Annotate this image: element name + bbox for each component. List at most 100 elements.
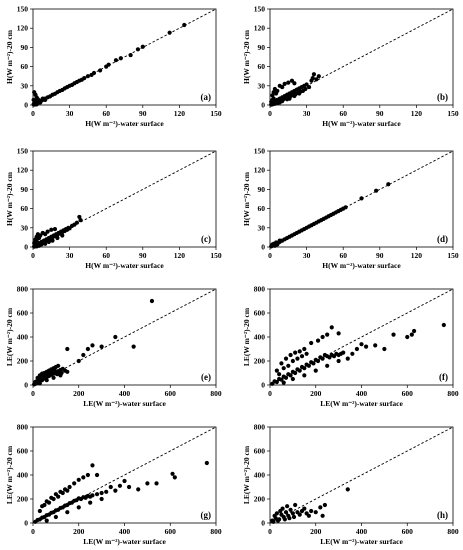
data-point (67, 484, 72, 490)
data-point (74, 220, 80, 225)
one-to-one-line (269, 426, 454, 524)
data-point (292, 81, 297, 86)
data-point (288, 373, 293, 378)
data-point (293, 370, 298, 376)
y-axis-label: LE(W m⁻²)-20 cm (242, 445, 251, 504)
data-point (82, 76, 87, 81)
data-point (306, 363, 311, 368)
data-point (99, 344, 104, 349)
data-point (363, 344, 369, 349)
data-point (77, 214, 82, 220)
data-point (320, 356, 325, 361)
y-tick-label: 60 (258, 204, 266, 213)
data-point (293, 350, 298, 355)
x-tick-label: 60 (102, 109, 110, 118)
data-point (126, 484, 132, 490)
x-tick-label: 90 (376, 251, 384, 260)
y-tick-label: 600 (17, 447, 29, 456)
y-tick-label: 150 (254, 147, 266, 156)
y-tick-label: 30 (21, 81, 29, 90)
data-point (33, 379, 38, 385)
data-point (309, 508, 314, 514)
y-tick-label: 0 (261, 101, 265, 110)
data-point (341, 350, 346, 355)
data-point (280, 506, 285, 511)
y-tick-label: 800 (17, 285, 29, 294)
data-point (290, 511, 295, 516)
data-point (287, 96, 292, 101)
data-point (118, 56, 123, 61)
y-tick-label: 400 (254, 471, 266, 480)
data-point (280, 84, 285, 90)
data-point (279, 361, 284, 366)
data-point (42, 502, 47, 508)
x-tick-label: 30 (66, 251, 74, 260)
x-tick-label: 200 (310, 389, 322, 398)
x-tick-label: 800 (447, 527, 459, 536)
data-point (271, 96, 276, 101)
data-point (286, 363, 291, 368)
data-point (336, 358, 341, 364)
data-point (76, 505, 81, 510)
x-axis-label: H(W m⁻²)-water surface (322, 119, 401, 128)
data-point (336, 331, 341, 336)
data-point (274, 511, 279, 516)
data-point (405, 334, 410, 340)
x-tick-label: 400 (356, 527, 368, 536)
data-point (117, 483, 123, 488)
x-axis-label: LE(W m⁻²)-water surface (320, 537, 403, 546)
data-point (43, 241, 48, 246)
data-point (285, 504, 290, 509)
data-point (280, 99, 285, 104)
data-point (182, 22, 187, 28)
panel-label: (g) (201, 510, 212, 520)
data-point (325, 363, 330, 368)
data-point (76, 358, 81, 364)
data-point (297, 349, 302, 354)
x-tick-label: 800 (447, 389, 459, 398)
data-point (306, 84, 312, 90)
data-point (283, 356, 289, 361)
y-axis-label: LE(W m⁻²)-20 cm (5, 307, 14, 366)
y-tick-label: 90 (258, 185, 266, 194)
data-point (345, 356, 350, 361)
data-point (311, 72, 317, 77)
y-tick-label: 800 (254, 423, 266, 432)
data-point (302, 506, 307, 511)
data-point (302, 346, 307, 352)
data-point (50, 238, 55, 243)
data-point (56, 363, 61, 368)
data-point (297, 91, 302, 96)
data-point (90, 343, 95, 348)
x-tick-label: 60 (102, 251, 110, 260)
data-point (322, 502, 327, 508)
x-tick-label: 600 (165, 527, 177, 536)
data-point (170, 471, 175, 476)
data-point (318, 505, 323, 510)
x-tick-label: 60 (339, 251, 347, 260)
data-point (287, 516, 292, 521)
data-point (313, 510, 318, 515)
data-point (113, 334, 118, 340)
data-point (85, 346, 90, 352)
y-tick-label: 90 (21, 43, 29, 52)
data-point (65, 510, 70, 515)
data-point (325, 332, 330, 337)
y-tick-label: 600 (17, 309, 29, 318)
x-tick-label: 120 (411, 251, 423, 260)
data-point (283, 510, 289, 515)
data-point (44, 378, 49, 383)
data-point (304, 351, 309, 356)
data-point (46, 500, 52, 505)
data-point (286, 80, 291, 85)
data-point (316, 74, 321, 79)
one-to-one-line (269, 150, 454, 248)
x-tick-label: 0 (31, 527, 35, 536)
data-point (113, 488, 118, 493)
data-point (283, 375, 289, 380)
data-point (311, 361, 316, 366)
y-axis-label: H(W m⁻²)-20 cm (242, 171, 251, 226)
data-point (131, 344, 136, 349)
data-point (297, 368, 302, 373)
y-tick-label: 200 (254, 357, 266, 366)
